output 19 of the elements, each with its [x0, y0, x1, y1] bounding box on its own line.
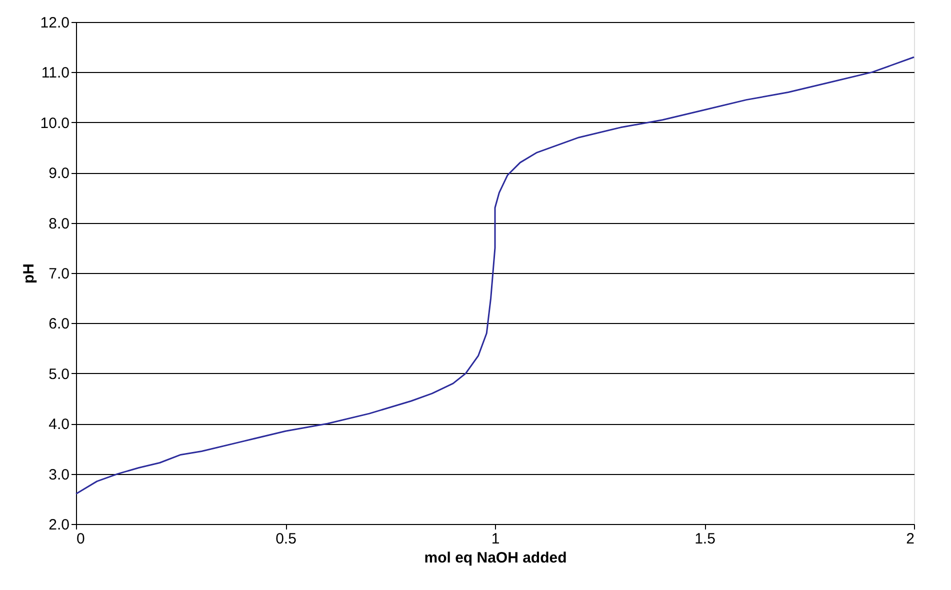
y-tick-label: 9.0 — [48, 165, 70, 182]
x-tick-label: 1.5 — [694, 530, 716, 548]
x-axis-title: mol eq NaOH added — [424, 550, 567, 566]
y-tick-label: 3.0 — [48, 466, 70, 484]
y-tick-label: 7.0 — [48, 266, 70, 282]
y-tick-label: 5.0 — [48, 366, 70, 383]
y-tick-label: 6.0 — [48, 316, 70, 333]
y-tick-label: 8.0 — [48, 215, 70, 232]
y-tick-label: 12.0 — [40, 14, 70, 32]
x-tick-label: 0.5 — [276, 530, 296, 548]
y-tick-label: 11.0 — [41, 64, 70, 82]
x-tick-label: 2 — [906, 530, 914, 548]
y-tick-label: 10.0 — [40, 114, 70, 132]
y-tick-label: 2.0 — [48, 516, 70, 534]
y-tick-label: 4.0 — [48, 416, 70, 434]
line-series — [75, 56, 915, 495]
x-tick-label: 1 — [491, 530, 500, 548]
x-tick-label: 0 — [76, 530, 85, 548]
y-axis-title: pH — [20, 264, 38, 284]
